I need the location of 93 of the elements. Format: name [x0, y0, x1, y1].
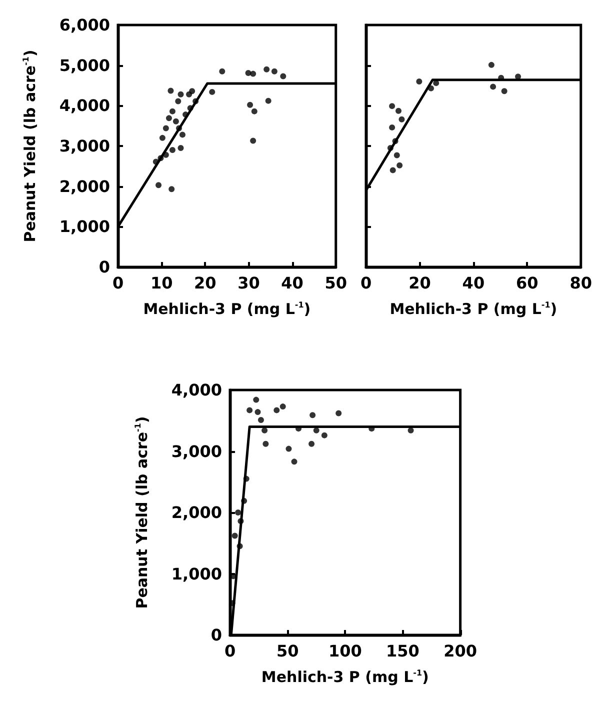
point	[396, 108, 402, 114]
x-tick-label: 40	[281, 274, 304, 292]
point	[250, 138, 256, 144]
y-tick-label: 2,000	[171, 503, 222, 522]
point	[189, 88, 196, 94]
point	[501, 88, 508, 94]
point	[392, 138, 398, 144]
x-tick-label: 20	[408, 274, 431, 292]
point	[308, 440, 315, 447]
point	[178, 145, 184, 152]
point	[390, 167, 396, 174]
point	[254, 409, 261, 416]
y-tick-label: 4,000	[59, 96, 110, 116]
point	[166, 115, 172, 122]
point	[187, 105, 194, 112]
point	[396, 162, 403, 168]
x-tick-label: 10	[150, 274, 173, 292]
y-tick-label: 1,000	[59, 217, 110, 236]
point	[232, 532, 238, 539]
point	[246, 407, 253, 414]
point	[243, 476, 250, 482]
point	[280, 404, 286, 410]
point	[428, 85, 434, 92]
point	[179, 132, 186, 138]
x-tick-label: 40	[462, 274, 485, 292]
point	[219, 68, 226, 74]
y-axis-title: Peanut Yield (lb acre-1)	[133, 416, 151, 609]
x-tick-label: 60	[516, 274, 538, 292]
point	[251, 108, 258, 114]
x-tick-label: 50	[276, 642, 299, 660]
point	[488, 62, 494, 68]
point	[394, 152, 400, 158]
point	[172, 118, 179, 124]
point	[158, 155, 164, 162]
point	[156, 182, 162, 188]
x-tick-label: 0	[360, 274, 372, 292]
point	[159, 134, 166, 141]
point	[168, 88, 174, 94]
point	[250, 70, 256, 77]
point	[169, 147, 176, 154]
point	[280, 73, 286, 80]
y-tick-label: 4,000	[171, 380, 222, 400]
point	[253, 396, 260, 403]
x-tick-label: 100	[328, 642, 362, 660]
point	[241, 498, 248, 504]
point	[387, 145, 394, 152]
y-tick-label: 0	[98, 258, 110, 276]
y-tick-label: 3,000	[59, 136, 110, 156]
y-tick-label: 2,000	[59, 176, 110, 196]
point	[389, 103, 396, 110]
point	[238, 518, 244, 524]
point	[398, 116, 405, 122]
point	[168, 186, 175, 192]
y-axis-title: Peanut Yield (lb acre-1)	[21, 50, 39, 242]
point	[490, 84, 496, 90]
x-tick-label: 0	[112, 274, 124, 292]
y-tick-label: 5,000	[59, 56, 110, 75]
point	[236, 543, 243, 550]
point	[169, 108, 176, 114]
point	[265, 98, 272, 104]
point	[286, 446, 292, 452]
y-tick-label: 3,000	[171, 442, 222, 461]
x-tick-label: 150	[386, 642, 420, 660]
point	[262, 440, 269, 447]
point	[192, 98, 199, 104]
y-tick-label: 0	[210, 626, 222, 644]
point	[291, 458, 298, 465]
point	[178, 91, 184, 98]
y-tick-label: 6,000	[59, 16, 110, 34]
point	[264, 66, 270, 72]
point	[389, 124, 396, 130]
point	[152, 158, 159, 165]
x-tick-label: 50	[324, 274, 347, 292]
point	[336, 410, 342, 416]
point	[247, 102, 254, 108]
point	[162, 152, 169, 158]
point	[310, 412, 316, 418]
point	[416, 78, 422, 84]
x-tick-label: 80	[570, 274, 592, 292]
point	[162, 125, 169, 132]
x-tick-label: 20	[194, 274, 216, 292]
point	[235, 510, 242, 516]
x-tick-label: 30	[238, 274, 260, 292]
point	[209, 88, 216, 95]
point	[176, 125, 182, 132]
point	[274, 407, 280, 414]
point	[175, 98, 182, 104]
x-tick-label: 200	[444, 642, 478, 660]
point	[258, 417, 264, 424]
point	[271, 68, 278, 74]
x-tick-label: 0	[224, 642, 236, 660]
y-tick-label: 1,000	[171, 564, 222, 584]
point	[321, 432, 328, 438]
